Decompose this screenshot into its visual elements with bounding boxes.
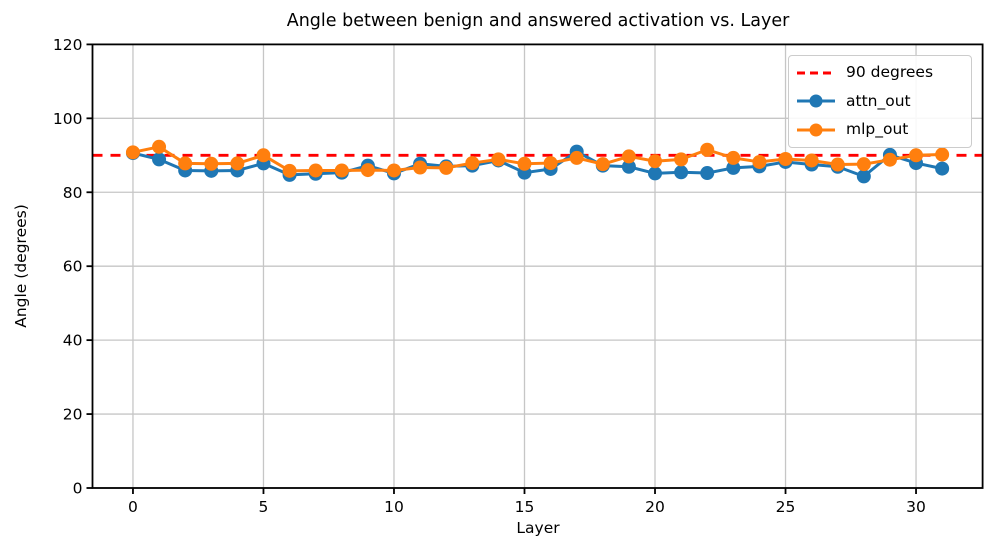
- marker-mlp_out: [935, 147, 950, 162]
- y-axis-label: Angle (degrees): [12, 204, 30, 328]
- marker-mlp_out: [569, 150, 584, 165]
- marker-mlp_out: [700, 142, 715, 157]
- marker-mlp_out: [621, 149, 636, 164]
- x-tick-label: 0: [128, 498, 138, 516]
- marker-mlp_out: [517, 156, 532, 171]
- marker-mlp_out: [752, 154, 767, 169]
- series-mlp_out: [125, 139, 950, 178]
- marker-mlp_out: [830, 157, 845, 172]
- marker-mlp_out: [386, 163, 401, 178]
- marker-mlp_out: [178, 156, 193, 171]
- marker-mlp_out: [595, 157, 610, 172]
- legend-label-mlp_out: mlp_out: [846, 120, 909, 139]
- marker-attn_out: [856, 169, 871, 184]
- marker-mlp_out: [648, 154, 663, 169]
- marker-mlp_out: [465, 156, 480, 171]
- marker-attn_out: [726, 160, 741, 175]
- marker-mlp_out: [882, 152, 897, 167]
- marker-mlp_out: [152, 139, 167, 154]
- y-tick-label: 20: [63, 406, 83, 424]
- legend-entry-attn_out: attn_out: [795, 93, 965, 109]
- legend: 90 degrees attn_out mlp_out: [788, 55, 972, 148]
- marker-mlp_out: [726, 150, 741, 165]
- marker-mlp_out: [674, 152, 689, 167]
- marker-attn_out: [674, 165, 689, 180]
- y-tick-label: 80: [63, 184, 83, 202]
- y-tick-label: 0: [73, 480, 83, 498]
- tick-marks: [86, 43, 917, 494]
- y-tick-label: 100: [53, 110, 83, 128]
- marker-attn_out: [648, 166, 663, 181]
- legend-sample-90-degrees-icon: [797, 71, 835, 75]
- x-tick-label: 25: [776, 498, 796, 516]
- marker-mlp_out: [256, 148, 271, 163]
- marker-mlp_out: [543, 156, 558, 171]
- marker-mlp_out: [230, 156, 245, 171]
- marker-mlp_out: [204, 156, 219, 171]
- marker-mlp_out: [334, 163, 349, 178]
- data-series: [125, 139, 950, 184]
- marker-attn_out: [152, 152, 167, 167]
- marker-mlp_out: [909, 148, 924, 163]
- marker-mlp_out: [413, 160, 428, 175]
- marker-mlp_out: [778, 151, 793, 166]
- legend-sample-mlp_out-icon: [797, 123, 835, 137]
- legend-entry-90-degrees: 90 degrees: [795, 65, 965, 81]
- y-tick-label: 120: [53, 36, 83, 54]
- x-tick-label: 20: [645, 498, 665, 516]
- x-tick-label: 5: [259, 498, 269, 516]
- marker-mlp_out: [439, 160, 454, 175]
- marker-mlp_out: [804, 153, 819, 168]
- legend-sample-marker: [809, 123, 823, 137]
- legend-sample-marker: [809, 94, 823, 108]
- marker-mlp_out: [125, 145, 140, 160]
- y-tick-label: 60: [63, 258, 83, 276]
- x-tick-label: 30: [906, 498, 926, 516]
- legend-sample-attn_out-icon: [797, 94, 835, 108]
- y-tick-label: 40: [63, 332, 83, 350]
- x-tick-label: 15: [515, 498, 535, 516]
- marker-mlp_out: [856, 157, 871, 172]
- marker-mlp_out: [491, 152, 506, 167]
- x-tick-label: 10: [384, 498, 404, 516]
- x-axis-label: Layer: [516, 519, 560, 537]
- marker-attn_out: [700, 166, 715, 181]
- chart-title: Angle between benign and answered activa…: [286, 11, 790, 31]
- marker-attn_out: [621, 159, 636, 174]
- marker-mlp_out: [360, 163, 375, 178]
- marker-attn_out: [935, 161, 950, 176]
- marker-mlp_out: [308, 163, 323, 178]
- legend-label-90-degrees: 90 degrees: [846, 63, 934, 82]
- legend-entry-mlp_out: mlp_out: [795, 122, 965, 138]
- legend-label-attn_out: attn_out: [846, 91, 911, 110]
- x-tick-labels: 0 5 10 15 20 25 30: [128, 498, 926, 516]
- marker-mlp_out: [282, 163, 297, 178]
- y-tick-labels: 0 20 40 60 80 100 120: [53, 36, 83, 498]
